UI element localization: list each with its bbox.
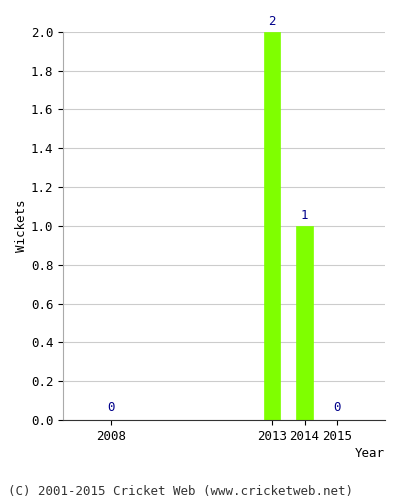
Y-axis label: Wickets: Wickets bbox=[15, 200, 28, 252]
Bar bbox=[264, 32, 280, 420]
Text: 1: 1 bbox=[301, 209, 308, 222]
Text: Year: Year bbox=[355, 447, 385, 460]
Text: (C) 2001-2015 Cricket Web (www.cricketweb.net): (C) 2001-2015 Cricket Web (www.cricketwe… bbox=[8, 484, 353, 498]
Text: 2: 2 bbox=[268, 15, 276, 28]
Bar bbox=[296, 226, 312, 420]
Text: 0: 0 bbox=[333, 401, 340, 414]
Text: 0: 0 bbox=[108, 401, 115, 414]
